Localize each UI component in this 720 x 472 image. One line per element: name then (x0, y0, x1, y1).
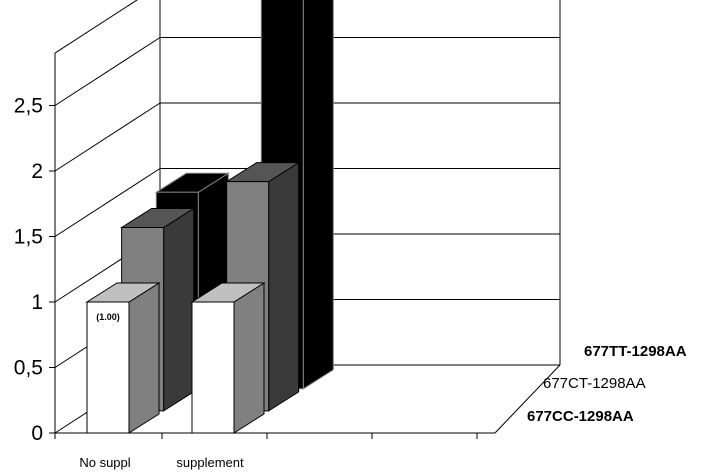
bar-side-face (128, 282, 160, 434)
bar-side-face (268, 161, 300, 412)
gridline-side (54, 102, 161, 172)
y-tick-label: 0,5 (14, 357, 43, 380)
series-label: 677TT-1298AA (584, 343, 687, 360)
bar-front-face (86, 301, 130, 434)
gridline-side (54, 37, 161, 106)
series-label: 677CC-1298AA (527, 408, 634, 425)
depth-axis (494, 364, 561, 434)
data-label: (1.00) (96, 312, 120, 322)
wall-top-edge (54, 0, 138, 54)
y-tick-label: 2,5 (14, 95, 43, 118)
y-tick-label: 1 (31, 291, 43, 314)
series-label: 677CT-1298AA (543, 375, 646, 392)
y-tick-label: 1,5 (14, 226, 43, 249)
bar-front-face (191, 301, 235, 434)
labels: 0 0,5 1 1,5 2 2,5 No suppl supplement 677CC-1298… (14, 95, 687, 471)
bar-677cc-1298aa-supplement (190, 282, 266, 434)
bars (85, 0, 334, 434)
y-tick-label: 2 (31, 160, 43, 183)
gridline-side (54, 168, 161, 237)
bar-side-face (302, 0, 334, 390)
bar-677cc-1298aa-no-suppl (85, 282, 161, 434)
bar-side-face (163, 207, 195, 412)
bar-side-face (233, 282, 265, 434)
category-label: supplement (176, 455, 244, 470)
y-tick-label: 0 (31, 422, 43, 445)
category-label: No suppl (79, 455, 130, 470)
